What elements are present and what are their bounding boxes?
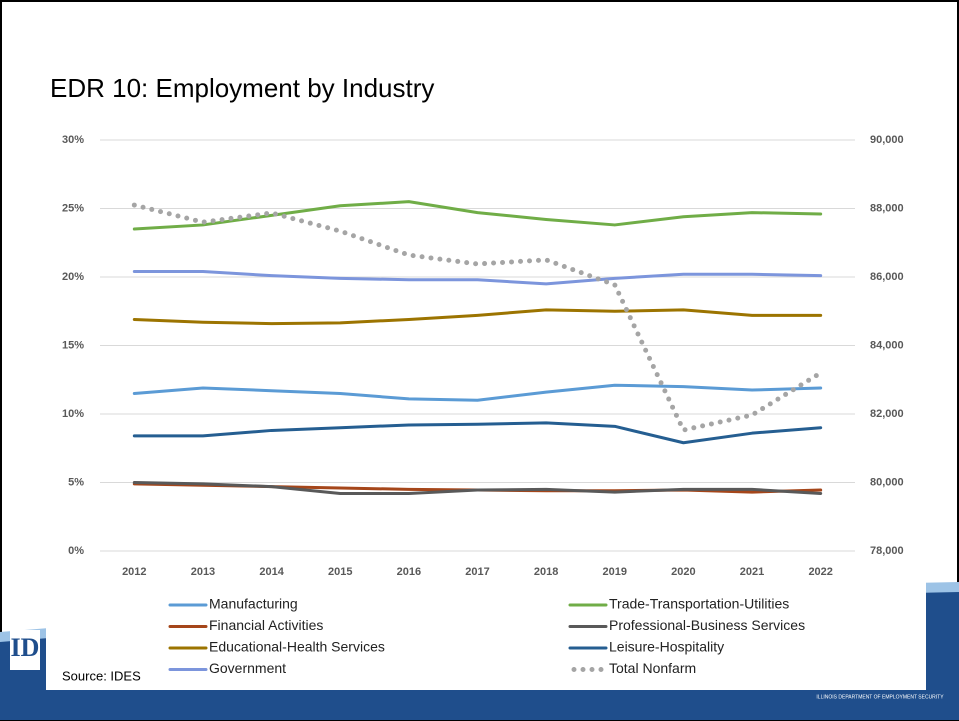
legend-label: Total Nonfarm — [609, 660, 696, 676]
y-tick-label: 15% — [62, 339, 84, 351]
x-tick-label: 2014 — [259, 566, 284, 578]
series-line — [132, 308, 823, 326]
legend-label: Educational-Health Services — [209, 639, 385, 655]
y2-tick-label: 88,000 — [870, 202, 904, 214]
y-tick-label: 25% — [62, 202, 84, 214]
x-tick-label: 2013 — [191, 566, 215, 578]
footer-org: ILLINOIS DEPARTMENT OF EMPLOYMENT SECURI… — [816, 694, 944, 700]
x-tick-label: 2021 — [740, 566, 764, 578]
legend-label: Government — [209, 660, 286, 676]
series-line — [132, 200, 823, 231]
x-tick-label: 2020 — [671, 566, 695, 578]
legend-label: Manufacturing — [209, 596, 298, 612]
y-tick-label: 5% — [68, 476, 84, 488]
y-tick-label: 0% — [68, 545, 84, 557]
y-tick-label: 20% — [62, 271, 84, 283]
chart-title: EDR 10: Employment by Industry — [50, 73, 434, 103]
legend-label: Professional-Business Services — [609, 617, 805, 633]
y2-tick-label: 86,000 — [870, 271, 904, 283]
legend-label: Financial Activities — [209, 617, 323, 633]
x-tick-label: 2018 — [534, 566, 558, 578]
y2-tick-label: 78,000 — [870, 545, 904, 557]
legend-label: Trade-Transportation-Utilities — [609, 596, 789, 612]
legend-label: Leisure-Hospitality — [609, 639, 724, 655]
x-tick-label: 2016 — [397, 566, 421, 578]
x-tick-label: 2019 — [603, 566, 627, 578]
y2-tick-label: 80,000 — [870, 476, 904, 488]
x-tick-label: 2022 — [808, 566, 832, 578]
chart-area — [46, 124, 926, 690]
logo — [10, 630, 40, 670]
y-tick-label: 30% — [62, 134, 84, 146]
y2-tick-label: 84,000 — [870, 339, 904, 351]
x-tick-label: 2012 — [122, 566, 146, 578]
x-tick-label: 2017 — [465, 566, 489, 578]
series-line — [131, 202, 824, 433]
y2-tick-label: 90,000 — [870, 134, 904, 146]
series-line — [132, 270, 823, 286]
x-tick-label: 2015 — [328, 566, 352, 578]
source: Source: IDES — [62, 668, 141, 683]
series-line — [132, 481, 823, 495]
y-tick-label: 10% — [62, 408, 84, 420]
y2-tick-label: 82,000 — [870, 408, 904, 420]
logo-mark: ID — [11, 633, 40, 662]
series-line — [132, 383, 823, 402]
series-line — [132, 421, 823, 445]
